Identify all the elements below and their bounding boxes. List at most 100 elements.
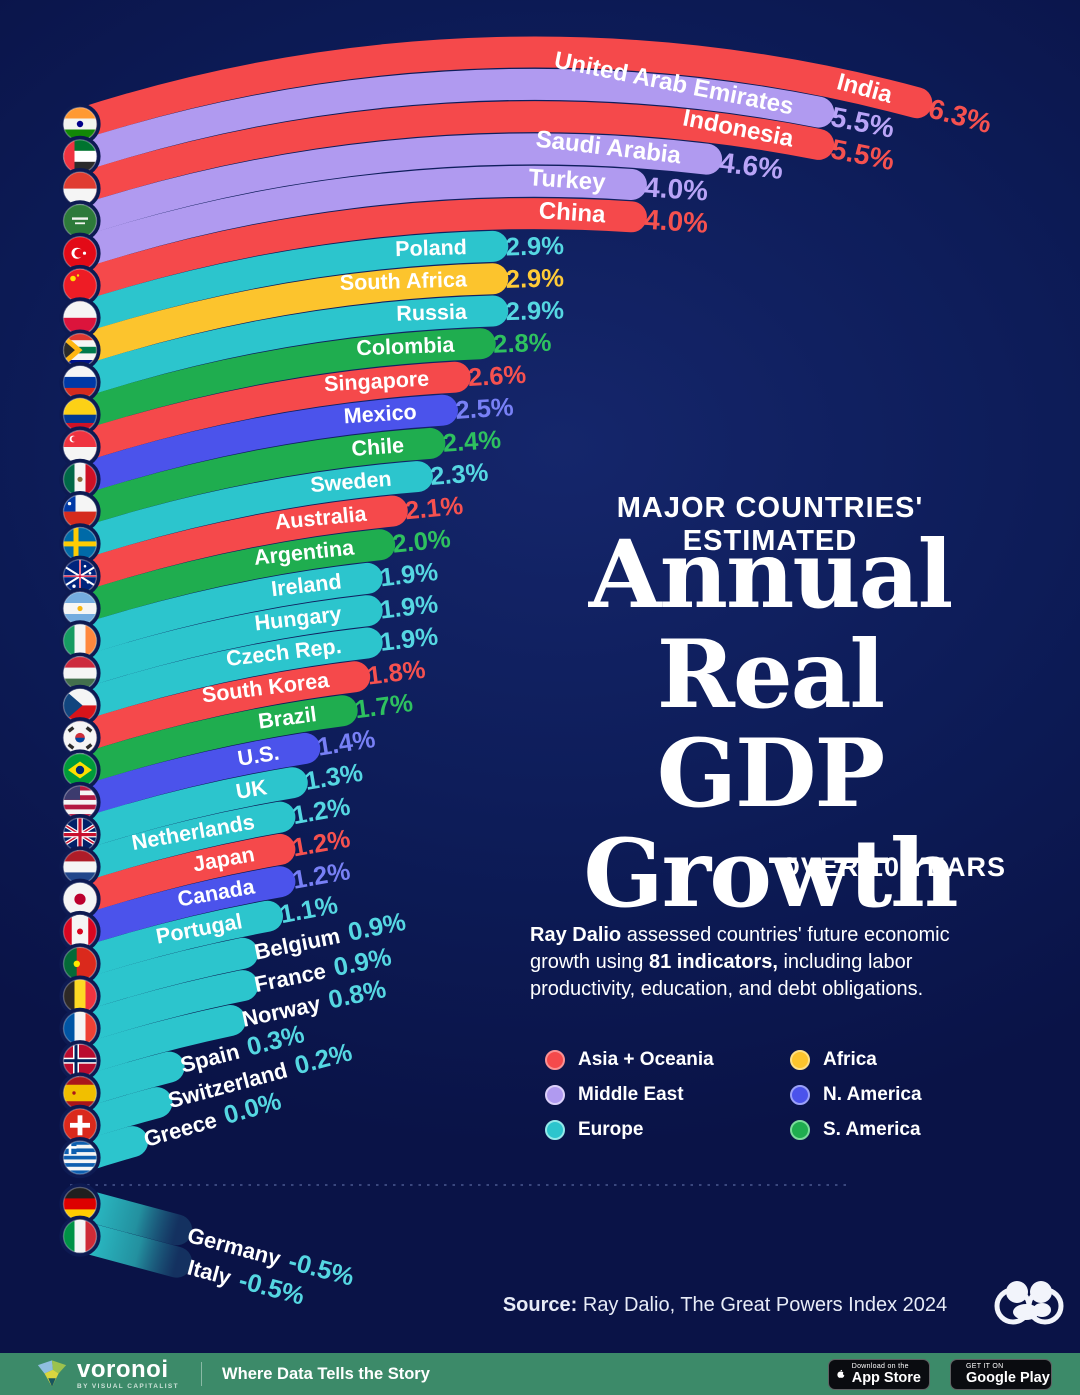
legend-dot-s_america: [790, 1119, 810, 1140]
flag-uk: [59, 813, 101, 856]
bar-mexico: [64, 394, 458, 495]
label-turkey: Turkey: [528, 164, 607, 196]
bar-indonesia: [64, 101, 835, 205]
bar-sweden: [64, 461, 433, 560]
chart-title: Annual Real GDP Growth: [530, 525, 1010, 925]
description-bold-author: Ray Dalio: [530, 924, 622, 946]
value-south_africa: 2.9%: [505, 264, 564, 294]
flags-layer: [59, 103, 101, 1257]
google-play-badge[interactable]: GET IT ON Google Play: [950, 1358, 1052, 1390]
value-chile: 2.4%: [442, 426, 502, 458]
legend-label-africa: Africa: [823, 1048, 877, 1070]
title-line-2: Real GDP: [656, 619, 886, 830]
flag-singapore: [59, 426, 101, 468]
label-poland: Poland: [395, 235, 467, 261]
value-mexico: 2.5%: [455, 393, 515, 425]
legend-column-1: Asia + Oceania Middle East Europe: [545, 1042, 714, 1147]
bar-india: [64, 36, 933, 140]
value-turkey: 4.0%: [643, 171, 709, 206]
bar-uae: [64, 68, 835, 172]
visual-capitalist-owl-icon: [994, 1281, 1064, 1325]
chart-eyebrow: MAJOR COUNTRIES' ESTIMATED: [616, 492, 924, 557]
label-china: China: [538, 197, 607, 228]
legend-item-middle_east: Middle East: [545, 1077, 714, 1112]
flag-greece: [59, 1136, 101, 1179]
legend-item-asia_oceania: Asia + Oceania: [545, 1042, 714, 1077]
flag-japan: [59, 878, 101, 920]
bar-singapore: [64, 361, 471, 463]
legend-dot-middle_east: [545, 1084, 565, 1105]
value-czech_republic: 1.9%: [379, 623, 440, 657]
footer-bar: voronoi BY VISUAL CAPITALIST Where Data …: [0, 1353, 1080, 1395]
flag-sweden: [59, 523, 101, 565]
footer-divider: [201, 1362, 203, 1386]
value-india: 6.3%: [925, 93, 995, 140]
flag-italy: [59, 1215, 101, 1257]
label-chile: Chile: [351, 433, 405, 461]
source-label: Source:: [502, 1294, 578, 1316]
apple-icon: [837, 1369, 845, 1378]
gplay-top-text: GET IT ON: [966, 1362, 1004, 1370]
value-ireland: 1.9%: [379, 558, 440, 592]
value-singapore: 2.6%: [467, 361, 527, 392]
value-russia: 2.9%: [505, 297, 564, 327]
bar-chile: [64, 427, 446, 528]
source-line: Source: Ray Dalio, The Great Powers Inde…: [502, 1294, 948, 1316]
value-uk: 1.3%: [303, 759, 365, 796]
legend-column-2: Africa N. America S. America: [790, 1042, 922, 1147]
legend-label-europe: Europe: [578, 1118, 644, 1140]
legend-label-middle_east: Middle East: [578, 1083, 684, 1105]
legend-dot-n_america: [790, 1084, 810, 1105]
bar-south_korea: [64, 661, 371, 754]
voronoi-triangle-icon: [37, 1359, 67, 1387]
value-canada: 1.2%: [290, 857, 352, 895]
bar-ireland: [64, 562, 383, 657]
legend-label-n_america: N. America: [823, 1083, 922, 1105]
app-store-badge[interactable]: Download on the App Store: [828, 1358, 930, 1390]
label-colombia: Colombia: [356, 333, 456, 361]
legend-dot-asia_oceania: [545, 1049, 565, 1070]
legend-dot-europe: [545, 1119, 565, 1140]
value-south_korea: 1.8%: [366, 656, 427, 691]
bar-russia: [64, 295, 509, 398]
appstore-top-text: Download on the: [851, 1362, 909, 1370]
value-sweden: 2.3%: [429, 458, 489, 491]
bar-colombia: [64, 328, 496, 431]
label-south_africa: South Africa: [340, 267, 469, 295]
value-netherlands: 1.2%: [290, 792, 352, 830]
value-us: 1.4%: [315, 725, 377, 762]
bar-hungary: [64, 595, 383, 689]
bar-brazil: [64, 695, 358, 786]
description-bold-indicators: 81 indicators,: [648, 951, 778, 974]
value-saudi_arabia: 4.6%: [718, 147, 785, 185]
label-russia: Russia: [396, 300, 468, 326]
value-hungary: 1.9%: [379, 590, 440, 624]
legend-item-s_america: S. America: [790, 1112, 922, 1147]
legend-item-n_america: N. America: [790, 1077, 922, 1112]
brand-subtext: BY VISUAL CAPITALIST: [77, 1382, 180, 1390]
bar-south_africa: [64, 263, 509, 366]
bar-turkey: [64, 165, 647, 269]
bar-australia: [64, 495, 408, 592]
bar-czech_republic: [64, 627, 383, 721]
bar-poland: [64, 230, 509, 334]
legend-item-europe: Europe: [545, 1112, 714, 1147]
legend-label-s_america: S. America: [823, 1118, 921, 1140]
appstore-bottom-text: App Store: [851, 1369, 921, 1386]
value-china: 4.0%: [643, 204, 709, 239]
bar-argentina: [64, 529, 396, 624]
value-poland: 2.9%: [505, 232, 564, 262]
gplay-bottom-text: Google Play: [966, 1369, 1050, 1386]
voronoi-logo[interactable]: voronoi BY VISUAL CAPITALIST: [36, 1355, 180, 1391]
brand-name: voronoi: [77, 1355, 169, 1383]
label-singapore: Singapore: [323, 367, 429, 397]
value-japan: 1.2%: [290, 825, 352, 863]
chart-subtitle: OVER 10 YEARS: [778, 852, 1006, 882]
value-australia: 2.1%: [404, 492, 465, 525]
value-colombia: 2.8%: [493, 329, 552, 359]
bar-china: [64, 198, 647, 301]
label-uk: UK: [234, 775, 269, 804]
flag-norway: [59, 1040, 101, 1082]
